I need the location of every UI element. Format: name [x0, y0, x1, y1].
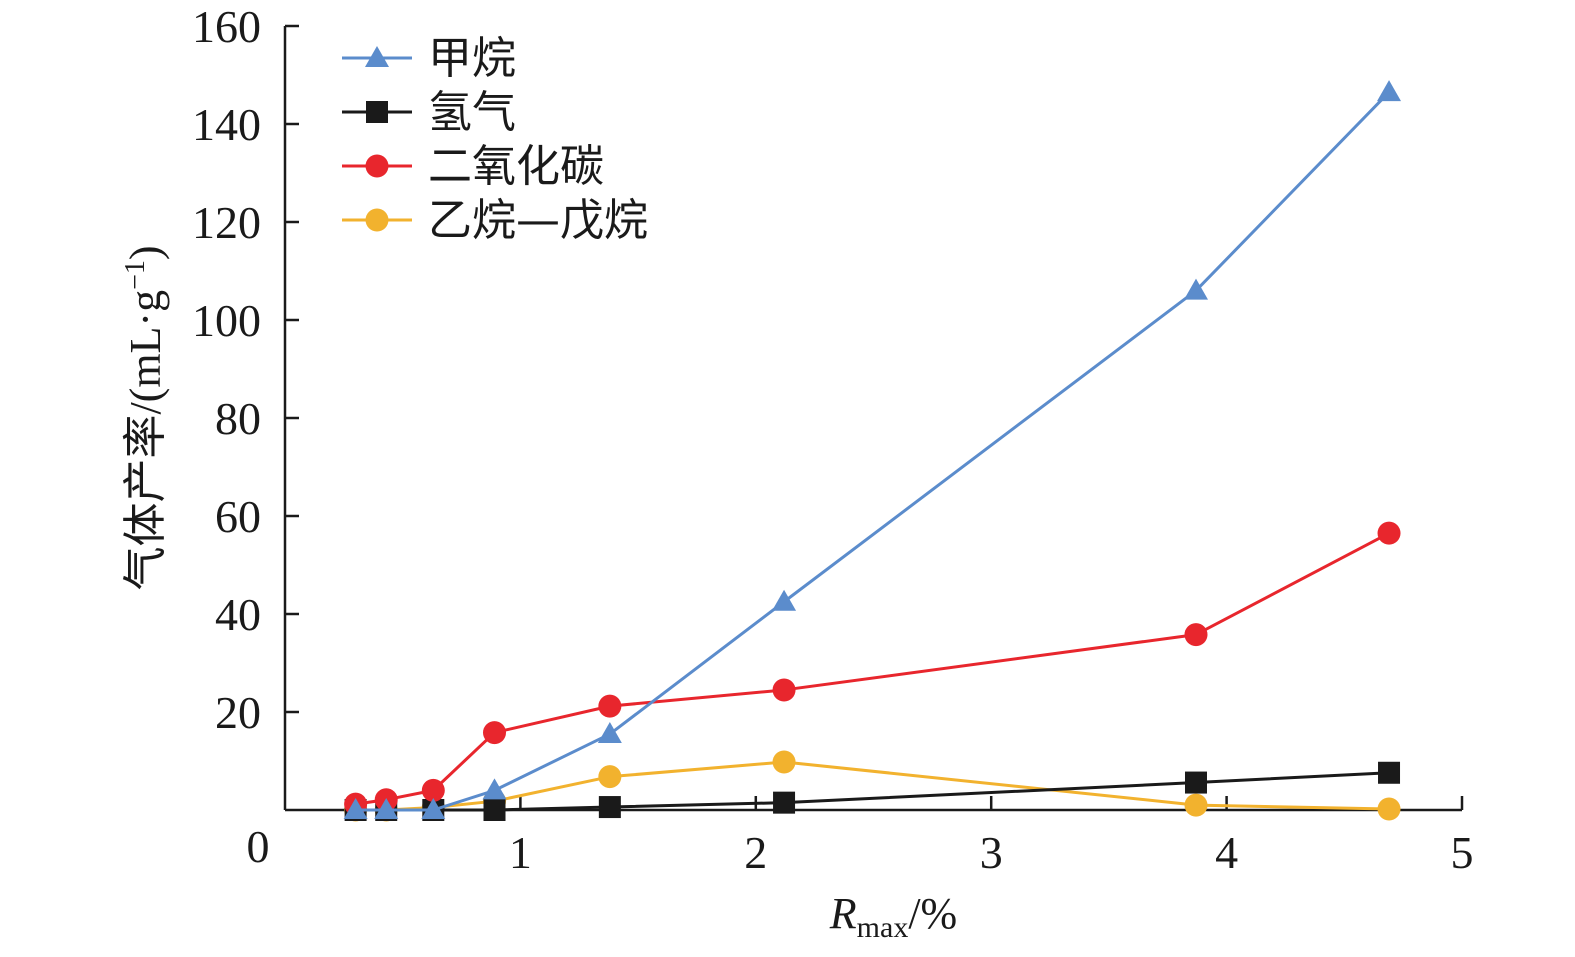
- data-point: [1377, 80, 1402, 102]
- legend-marker: [365, 208, 389, 232]
- legend-label: 二氧化碳: [428, 141, 604, 192]
- legend-label: 甲烷: [428, 33, 516, 84]
- x-tick-label: 3: [980, 827, 1003, 878]
- y-axis-title-unit-close: ): [121, 245, 170, 260]
- origin-tick-label: 0: [247, 821, 270, 872]
- series-3: [344, 521, 1401, 816]
- data-point: [772, 750, 796, 774]
- data-point: [598, 765, 622, 789]
- legend-label: 乙烷—戊烷: [428, 195, 648, 246]
- data-point: [482, 778, 507, 800]
- data-point: [598, 694, 622, 718]
- legend-marker: [365, 46, 389, 67]
- y-tick-label: 60: [215, 491, 261, 542]
- legend-entry: 乙烷—戊烷: [342, 195, 648, 246]
- legend-label: 氢气: [428, 87, 516, 138]
- data-point: [1377, 521, 1401, 545]
- legend-entry: 甲烷: [342, 33, 516, 84]
- data-point: [598, 796, 621, 819]
- y-ticks: 20 40 60 80 100 120 140 160: [192, 1, 299, 738]
- x-tick-label: 4: [1215, 827, 1238, 878]
- data-point: [1184, 623, 1208, 647]
- y-tick-label: 20: [215, 687, 261, 738]
- y-tick-label: 140: [192, 99, 261, 150]
- x-axis-title: Rmax/%: [829, 889, 957, 944]
- data-point: [597, 722, 622, 744]
- data-point: [1377, 797, 1401, 821]
- data-point: [421, 798, 446, 819]
- data-point: [1183, 278, 1208, 300]
- legend-marker: [366, 101, 388, 123]
- legend-entry: 二氧化碳: [342, 141, 604, 192]
- y-tick-label: 120: [192, 197, 261, 248]
- series-layer: [343, 80, 1402, 822]
- y-axis-title-unit-open: /(mL·g: [121, 290, 170, 415]
- series-1: [343, 80, 1402, 819]
- data-point: [1184, 793, 1208, 817]
- data-point: [1378, 761, 1401, 784]
- y-axis-title-unit-superscript: −1: [120, 260, 151, 290]
- y-tick-label: 80: [215, 393, 261, 444]
- legend-entry: 氢气: [342, 87, 516, 138]
- y-tick-label: 100: [192, 295, 261, 346]
- series-line: [355, 760, 1390, 812]
- data-point: [374, 798, 399, 819]
- series-line: [355, 531, 1390, 806]
- y-axis-title-chinese: 气体产率: [120, 415, 171, 591]
- data-point: [483, 721, 507, 745]
- series-line: [355, 91, 1391, 812]
- data-point: [1184, 771, 1207, 794]
- data-point: [343, 798, 368, 819]
- data-point: [483, 799, 506, 821]
- x-tick-label: 2: [744, 827, 767, 878]
- y-tick-label: 160: [192, 1, 261, 52]
- data-point: [421, 778, 445, 802]
- x-ticks: 1 2 3 4 5: [509, 796, 1474, 878]
- x-axis-title-suffix: /%: [908, 889, 957, 938]
- y-axis-title: 气体产率/(mL·g−1): [120, 245, 171, 590]
- x-tick-label: 5: [1451, 827, 1474, 878]
- x-axis-title-main: R: [829, 889, 857, 938]
- x-tick-label: 1: [509, 827, 532, 878]
- data-point: [772, 678, 796, 702]
- axes: 20 40 60 80 100 120 140 160 1 2 3 4 5 0: [192, 1, 1474, 878]
- legend-marker: [365, 154, 389, 178]
- x-axis-title-subscript: max: [857, 911, 909, 944]
- data-point: [773, 791, 796, 814]
- y-tick-label: 40: [215, 589, 261, 640]
- data-point: [772, 589, 797, 611]
